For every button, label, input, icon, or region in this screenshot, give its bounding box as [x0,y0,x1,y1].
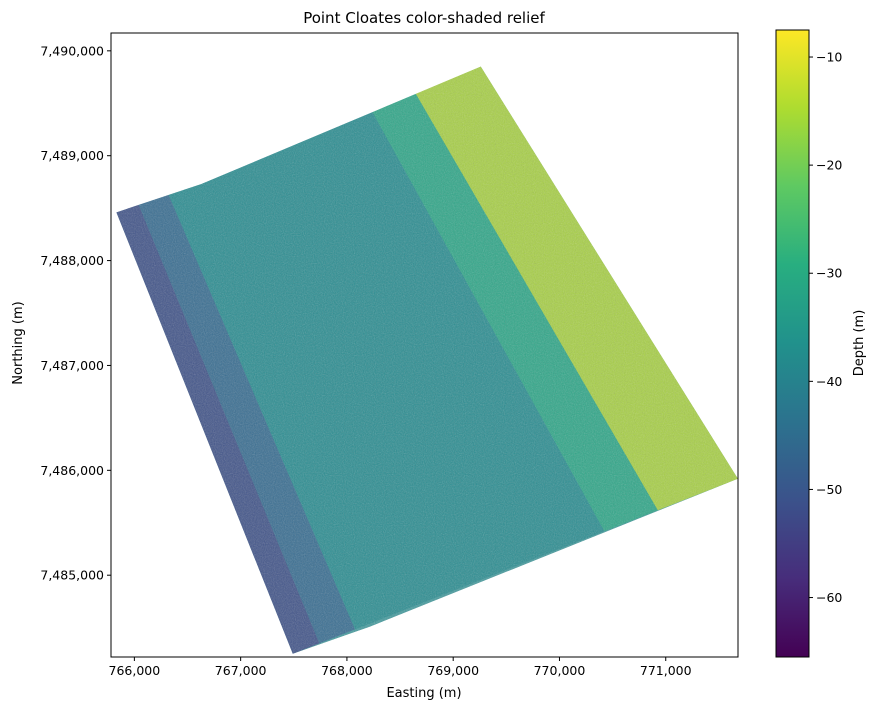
x-axis-ticks: 766,000 767,000 768,000 769,000 770,000 771,0… [109,657,692,678]
x-tick-label: 769,000 [427,663,479,678]
relief-raster [116,66,739,654]
colorbar [775,29,810,658]
chart-title: Point Cloates color-shaded relief [303,9,545,27]
x-axis-label: Easting (m) [386,686,461,701]
y-tick-label: 7,488,000 [40,253,104,268]
x-tick-label: 766,000 [109,663,161,678]
y-tick-label: 7,487,000 [40,358,104,373]
relief-texture [116,66,738,654]
y-tick-label: 7,485,000 [40,568,104,583]
y-axis-label: Northing (m) [11,301,26,384]
colorbar-tick-label: −10 [816,50,842,65]
colorbar-tick-label: −20 [816,158,842,173]
colorbar-tick-label: −30 [816,266,842,281]
y-axis-ticks: 7,485,000 7,486,000 7,487,000 7,488,000 7,48… [40,43,111,583]
y-tick-label: 7,486,000 [40,463,104,478]
x-tick-label: 771,000 [640,663,692,678]
x-tick-label: 767,000 [215,663,267,678]
colorbar-ticks: −10 −20 −30 −40 −50 −60 [809,50,842,605]
y-tick-label: 7,490,000 [40,43,104,58]
plot-area-frame [110,32,739,658]
colorbar-label: Depth (m) [852,310,867,377]
colorbar-tick-label: −50 [816,482,842,497]
y-tick-label: 7,489,000 [40,148,104,163]
colorbar-tick-label: −40 [816,374,842,389]
colorbar-tick-label: −60 [816,590,842,605]
x-tick-label: 770,000 [534,663,586,678]
x-tick-label: 768,000 [321,663,373,678]
